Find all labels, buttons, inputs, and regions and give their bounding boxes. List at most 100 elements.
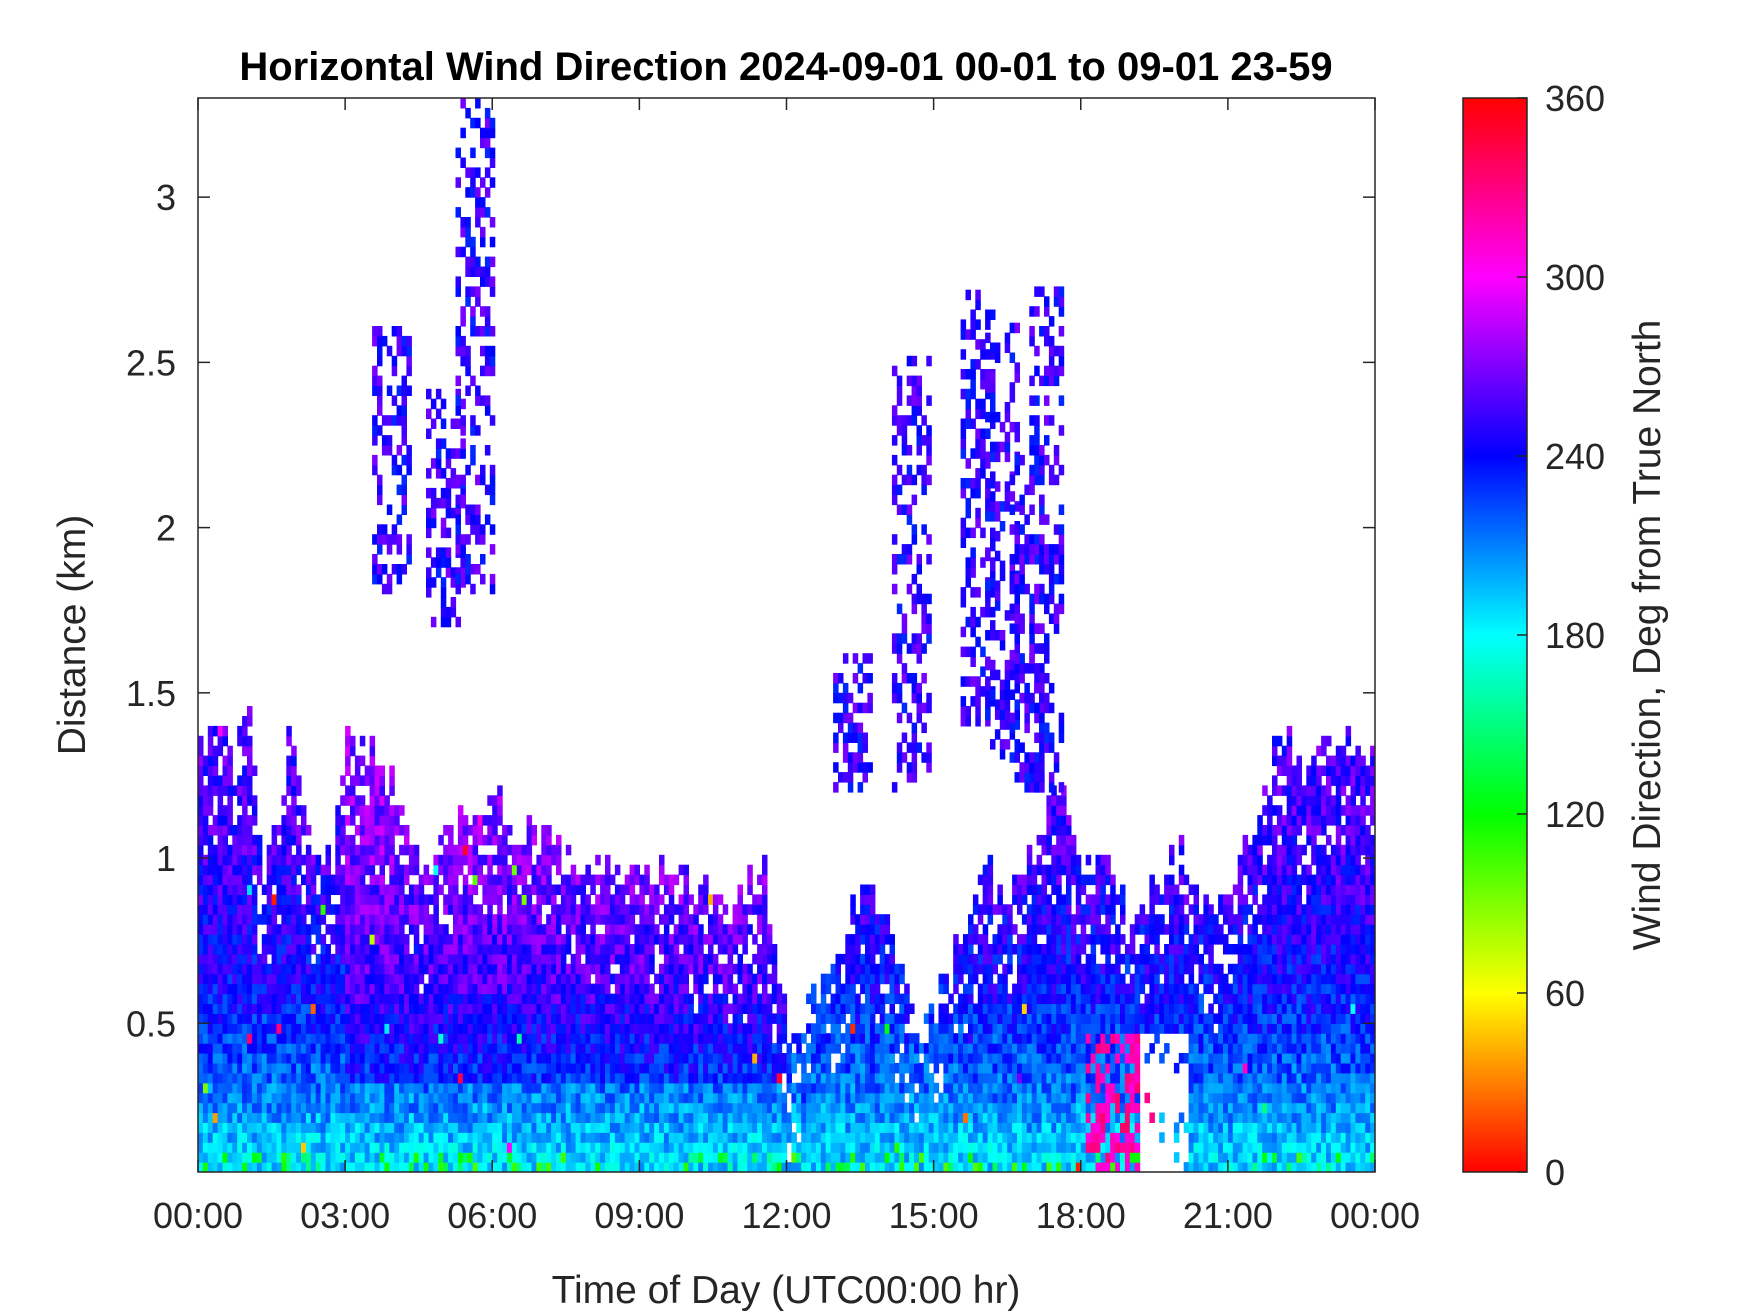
heatmap-cell <box>462 1062 469 1074</box>
heatmap-cell <box>914 1152 920 1163</box>
heatmap-cell <box>678 963 685 975</box>
heatmap-cell <box>202 1122 209 1133</box>
heatmap-cell <box>997 1102 1003 1114</box>
heatmap-cell <box>551 993 557 1005</box>
heatmap-cell <box>350 745 356 757</box>
heatmap-cell <box>207 934 214 945</box>
heatmap-cell <box>860 1162 866 1172</box>
heatmap-cell <box>477 1082 483 1094</box>
heatmap-cell <box>325 983 331 995</box>
heatmap-cell <box>727 924 734 935</box>
heatmap-cell <box>467 1072 474 1084</box>
heatmap-cell <box>423 1072 430 1084</box>
heatmap-cell <box>987 1112 994 1123</box>
heatmap-cell <box>251 844 258 856</box>
heatmap-cell <box>556 1132 562 1143</box>
heatmap-cell <box>247 1082 253 1094</box>
heatmap-cell <box>354 1043 361 1054</box>
heatmap-cell <box>433 944 439 955</box>
heatmap-cell <box>747 1062 753 1074</box>
heatmap-cell <box>237 1082 243 1094</box>
heatmap-cell <box>482 1142 488 1153</box>
heatmap-cell <box>207 1062 214 1074</box>
heatmap-cell <box>688 1132 694 1143</box>
heatmap-cell <box>325 904 331 915</box>
heatmap-cell <box>874 1132 881 1143</box>
heatmap-cell <box>266 1132 273 1143</box>
heatmap-cell <box>904 1062 910 1074</box>
heatmap-cell <box>335 904 341 915</box>
heatmap-cell <box>310 1152 317 1163</box>
heatmap-cell <box>673 1053 680 1064</box>
heatmap-cell <box>330 1142 336 1153</box>
heatmap-cell <box>359 1082 366 1094</box>
heatmap-cell <box>266 934 273 945</box>
heatmap-cell <box>781 1112 788 1123</box>
heatmap-cell <box>904 1082 910 1094</box>
heatmap-cell <box>212 894 219 905</box>
heatmap-cell <box>404 1023 410 1034</box>
heatmap-cell <box>364 1142 371 1153</box>
heatmap-cell <box>364 953 371 965</box>
heatmap-cell <box>884 1122 891 1133</box>
heatmap-cell <box>305 973 312 985</box>
heatmap-cell <box>286 765 292 776</box>
heatmap-cell <box>673 1082 680 1094</box>
heatmap-cell <box>207 725 214 737</box>
heatmap-cell <box>624 884 631 895</box>
heatmap-cell <box>536 1033 542 1044</box>
heatmap-cell <box>404 1112 410 1123</box>
heatmap-cell <box>879 934 886 945</box>
heatmap-cell <box>663 1023 670 1034</box>
heatmap-cell <box>825 983 832 995</box>
heatmap-cell <box>369 1003 376 1014</box>
heatmap-cell <box>806 1102 812 1114</box>
heatmap-cell <box>354 1072 361 1084</box>
heatmap-cell <box>251 1053 258 1064</box>
heatmap-cell <box>605 944 611 955</box>
heatmap-cell <box>963 1162 969 1172</box>
heatmap-cell <box>325 884 331 895</box>
heatmap-cell <box>271 1003 278 1014</box>
heatmap-cell <box>330 963 336 975</box>
heatmap-cell <box>212 953 219 965</box>
heatmap-cell <box>717 1053 724 1064</box>
heatmap-cell <box>198 914 204 925</box>
heatmap-cell <box>840 1092 846 1104</box>
heatmap-cell <box>413 1023 420 1034</box>
heatmap-cell <box>668 1013 675 1024</box>
heatmap-cell <box>404 825 410 836</box>
heatmap-cell <box>256 834 263 846</box>
heatmap-cell <box>374 1003 381 1014</box>
heatmap-cell <box>703 1062 709 1074</box>
heatmap-cell <box>198 775 204 786</box>
heatmap-cell <box>531 1062 537 1074</box>
heatmap-cell <box>771 1162 778 1172</box>
heatmap-cell <box>889 1033 895 1044</box>
heatmap-cell <box>938 1053 944 1064</box>
heatmap-cell <box>472 963 479 975</box>
heatmap-cell <box>580 1122 586 1133</box>
heatmap-cell <box>835 1023 841 1034</box>
heatmap-cell <box>884 1152 891 1163</box>
heatmap-cell <box>703 1092 709 1104</box>
heatmap-cell <box>369 1043 376 1054</box>
heatmap-cell <box>747 1043 753 1054</box>
heatmap-cell <box>354 1142 361 1153</box>
heatmap-cell <box>340 815 346 826</box>
heatmap-cell <box>502 993 508 1005</box>
heatmap-cell <box>1012 1072 1018 1084</box>
heatmap-cell <box>600 1053 606 1064</box>
heatmap-cell <box>472 924 479 935</box>
heatmap-cell <box>904 1142 910 1153</box>
heatmap-cell <box>310 1053 317 1064</box>
heatmap-cell <box>997 1033 1003 1044</box>
heatmap-cell <box>453 1152 459 1163</box>
heatmap-cell <box>374 1043 381 1054</box>
heatmap-cell <box>399 1092 405 1104</box>
heatmap-cell <box>865 1033 871 1044</box>
heatmap-cell <box>497 1142 503 1153</box>
heatmap-cell <box>212 1003 219 1014</box>
heatmap-cell <box>752 1162 758 1172</box>
heatmap-cell <box>433 854 439 866</box>
